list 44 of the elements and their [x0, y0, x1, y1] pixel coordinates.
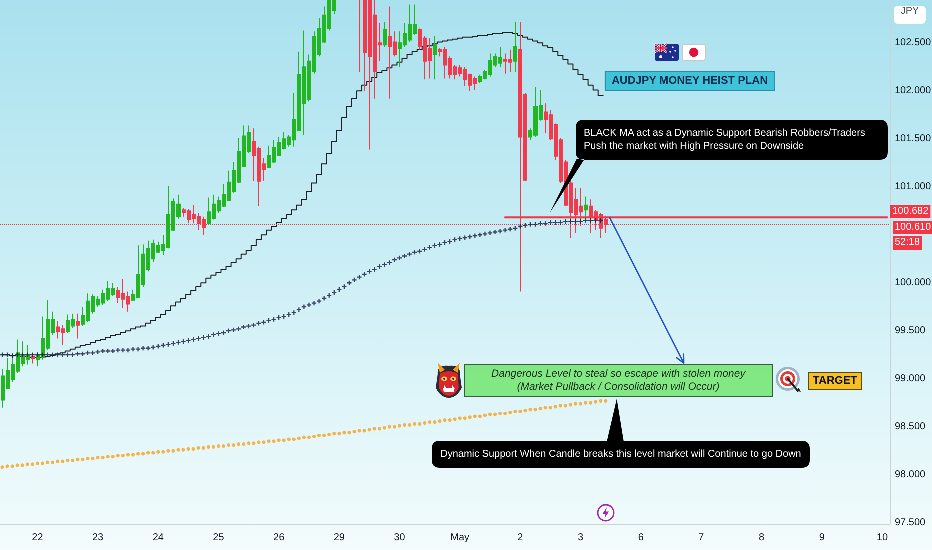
callout: Dynamic Support When Candle breaks this level market will Continue to go Down: [432, 399, 810, 468]
x-tick-label: May: [450, 532, 470, 544]
y-tick-label: 100.000: [895, 278, 932, 289]
x-tick-label: 29: [334, 532, 346, 544]
y-tick-label: 102.500: [895, 38, 932, 49]
ref-line-label: 100.610: [895, 222, 932, 234]
annotation: Dynamic Support When Candle breaks this level market will Continue to go Down: [440, 449, 802, 460]
y-tick-label: 98.500: [895, 422, 926, 433]
candlestick: [513, 22, 517, 72]
x-tick-label: 2: [518, 532, 524, 544]
candlestick: [383, 22, 387, 48]
tag-box: TARGET: [808, 372, 862, 390]
x-tick-label: 10: [876, 532, 888, 544]
callout: BLACK MA act as a Dynamic Support Bearish Robbers/Traders Push the market with High Pressure on Downside: [550, 120, 888, 213]
banner: AUDJPY MONEY HEIST PLAN: [604, 71, 776, 91]
x-tick-label: 26: [274, 532, 286, 544]
candlestick: [76, 313, 80, 340]
note-box: Dangerous Level to steal so escape with stolen money (Market Pullback / Consolidation will Occur): [464, 364, 773, 397]
x-tick-label: 23: [92, 532, 104, 544]
x-tick-label: 25: [213, 532, 225, 544]
x-tick-label: 6: [638, 532, 644, 544]
price-tag: 52:18: [893, 236, 922, 250]
x-tick-label: 24: [152, 532, 164, 544]
annotation: TARGET: [813, 375, 858, 387]
candlestick: [433, 36, 437, 80]
y-tick-label: 101.500: [895, 134, 932, 145]
data-label: 100.682: [892, 206, 930, 218]
y-axis-title: JPY: [900, 6, 920, 17]
y-tick-label: 102.000: [895, 86, 932, 97]
y-tick-label: 97.500: [895, 518, 926, 529]
x-tick-label: 30: [394, 532, 406, 544]
y-tick-label: 99.000: [895, 374, 926, 385]
annotation: BLACK MA act as a Dynamic Support Bearish Robbers/Traders Push the market with High Pressure on Downside: [584, 128, 866, 152]
annotation: Dangerous Level to steal so escape with stolen money (Market Pullback / Consolidation will Occur): [492, 368, 746, 393]
unit-box: JPY: [894, 6, 926, 24]
x-tick-label: 3: [578, 532, 584, 544]
y-tick-label: 98.000: [895, 470, 926, 481]
x-tick-label: 9: [819, 532, 826, 544]
y-tick-label: 99.500: [895, 326, 926, 337]
x-tick-label: 8: [759, 532, 765, 544]
candlestick: [584, 196, 588, 218]
y-tick-label: 101.000: [895, 182, 932, 193]
x-tick-label: 22: [32, 532, 44, 544]
x-tick-label: 7: [698, 532, 705, 544]
